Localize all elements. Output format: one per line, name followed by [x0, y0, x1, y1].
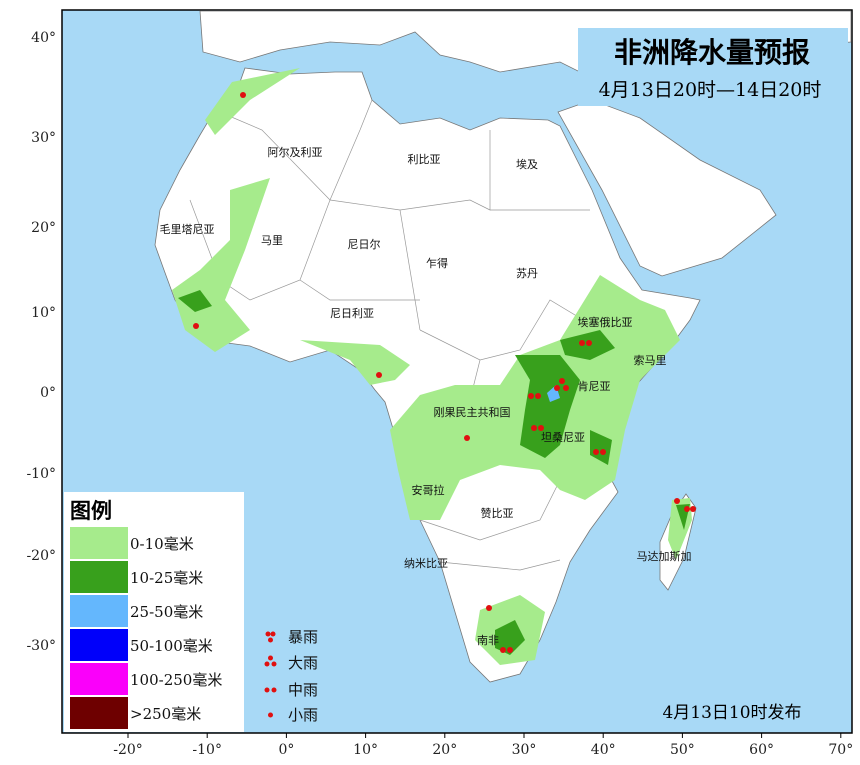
title: 非洲降水量预报	[614, 36, 810, 69]
rain-area	[178, 290, 212, 312]
rain-dot	[538, 425, 544, 431]
lat-tick-label: 40°	[31, 30, 56, 46]
rain-symbol	[265, 631, 276, 643]
rain-legend-label: 中雨	[288, 681, 318, 699]
country-label: 索马里	[634, 353, 667, 367]
legend-label: 25-50毫米	[130, 603, 203, 621]
country-label: 利比亚	[408, 153, 441, 166]
legend-swatch	[70, 527, 128, 559]
country-label: 苏丹	[516, 267, 538, 280]
rain-dots	[193, 92, 696, 653]
lon-ticks: -20° -10° 0° 10° 20° 30° 40° 50° 60° 70°	[113, 733, 853, 758]
country-labels: 阿尔及利亚 利比亚 埃及 毛里塔尼亚 马里 尼日尔 乍得 苏丹 尼日利亚 埃塞俄…	[160, 146, 692, 647]
rain-dot	[579, 340, 585, 346]
lon-tick-label: 50°	[670, 742, 695, 758]
lat-tick-label: -30°	[26, 638, 56, 654]
lon-tick-label: 70°	[828, 742, 853, 758]
lat-tick-label: 30°	[31, 130, 56, 146]
rain-dot	[674, 498, 680, 504]
country-label: 赞比亚	[481, 507, 514, 520]
legend-swatch	[70, 697, 128, 729]
rain-dot	[193, 323, 199, 329]
rain-dot	[464, 435, 470, 441]
legend-title: 图例	[70, 498, 112, 523]
rain-dot	[559, 378, 565, 384]
country-label: 肯尼亚	[578, 380, 611, 393]
rain-dot	[486, 605, 492, 611]
country-label: 刚果民主共和国	[434, 406, 511, 419]
rain-dot	[586, 340, 592, 346]
rain-area	[495, 620, 525, 655]
legend-swatch	[70, 561, 128, 593]
lat-tick-label: -10°	[26, 466, 56, 482]
legend-swatch	[70, 629, 128, 661]
rain-symbol	[264, 655, 277, 667]
legend-label: 100-250毫米	[130, 671, 222, 689]
legend-items: 0-10毫米 10-25毫米 25-50毫米 50-100毫米 100-250毫米 >25…	[70, 527, 222, 729]
rain-area	[205, 68, 300, 135]
rain-dot	[563, 385, 569, 391]
rain-dot	[500, 647, 506, 653]
rain-legend-label: 大雨	[288, 654, 318, 672]
legend-swatch	[70, 595, 128, 627]
rain-area	[300, 340, 410, 385]
rain-areas	[172, 68, 692, 665]
lat-tick-label: 10°	[31, 305, 56, 321]
rain-dot	[554, 385, 560, 391]
rain-dot	[528, 393, 534, 399]
rain-dot	[531, 425, 537, 431]
country-label: 尼日尔	[348, 238, 381, 251]
legend-label: 0-10毫米	[130, 535, 194, 553]
lon-tick-label: 20°	[432, 742, 457, 758]
rain-symbol	[264, 687, 277, 693]
rain-dot	[507, 647, 513, 653]
lon-tick-label: 0°	[278, 742, 294, 758]
lat-tick-label: -20°	[26, 548, 56, 564]
country-label: 南非	[477, 634, 499, 647]
lat-ticks: 40° 30° 20° 10° 0° -10° -20° -30°	[26, 30, 56, 654]
rain-legend-label: 暴雨	[288, 628, 318, 646]
rain-symbol	[268, 712, 273, 718]
country-label: 乍得	[426, 256, 448, 270]
lat-tick-label: 0°	[40, 385, 56, 401]
subtitle: 4月13日20时—14日20时	[599, 79, 822, 101]
rain-dot	[376, 372, 382, 378]
legend-label: 50-100毫米	[130, 637, 213, 655]
lon-tick-label: 60°	[749, 742, 774, 758]
country-label: 埃塞俄比亚	[578, 315, 633, 329]
rain-dot	[535, 393, 541, 399]
country-label: 阿尔及利亚	[268, 146, 323, 159]
lat-tick-label: 20°	[31, 220, 56, 236]
rain-dot	[593, 449, 599, 455]
country-label: 马里	[261, 234, 283, 247]
rain-area	[590, 430, 612, 465]
country-label: 坦桑尼亚	[541, 430, 585, 444]
country-label: 毛里塔尼亚	[160, 223, 215, 236]
legend-swatch	[70, 663, 128, 695]
country-label: 尼日利亚	[330, 307, 374, 320]
country-label: 纳米比亚	[404, 557, 448, 570]
rain-dot	[240, 92, 246, 98]
rain-legend: 暴雨 大雨 中雨 小雨	[264, 628, 318, 724]
lon-tick-label: 40°	[591, 742, 616, 758]
legend-label: >250毫米	[130, 705, 201, 723]
lon-tick-label: -20°	[113, 742, 143, 758]
country-label: 安哥拉	[412, 483, 445, 497]
rain-dot	[690, 506, 696, 512]
lon-tick-label: 10°	[353, 742, 378, 758]
legend-label: 10-25毫米	[130, 569, 203, 587]
rain-dot	[600, 449, 606, 455]
lon-tick-label: -10°	[192, 742, 222, 758]
title-box	[578, 28, 848, 106]
country-label: 马达加斯加	[637, 550, 692, 563]
lon-tick-label: 30°	[512, 742, 537, 758]
country-label: 埃及	[516, 157, 538, 171]
issue-note: 4月13日10时发布	[662, 703, 801, 723]
rain-dot	[684, 506, 690, 512]
arabia	[557, 99, 777, 277]
rain-legend-label: 小雨	[288, 706, 318, 724]
